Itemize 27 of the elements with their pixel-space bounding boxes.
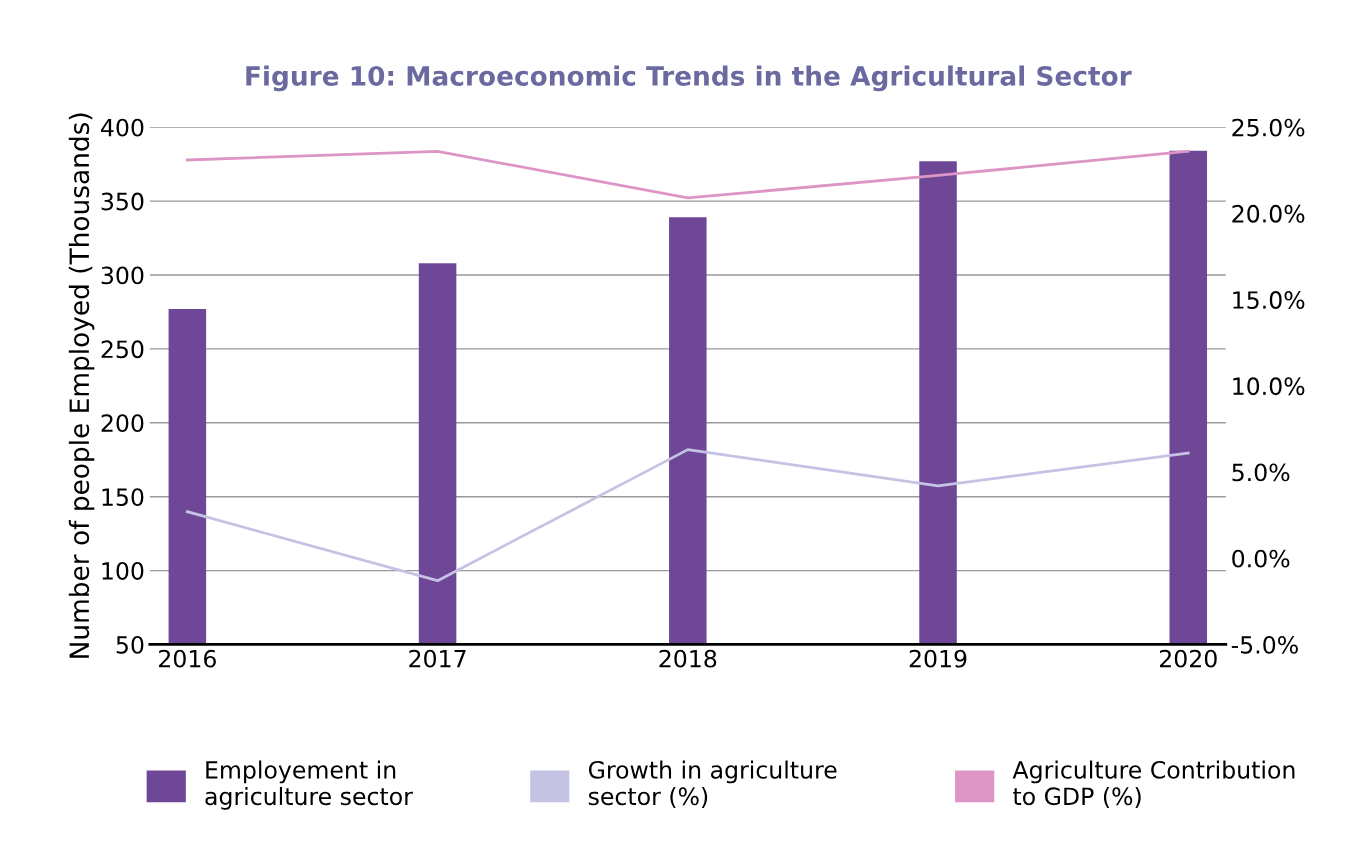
x-tick-label: 2020 — [1159, 649, 1217, 668]
y-tick-label: 150 — [102, 488, 144, 506]
y2-tick-label: 15.0% — [1233, 291, 1305, 309]
chart-title: Figure 10: Macroeconomic Trends in the Agricultural Sector — [246, 65, 1132, 92]
y2-tick-label: -5.0% — [1231, 635, 1298, 654]
y-tick-label: 100 — [102, 562, 144, 580]
y-tick-label: 50 — [116, 635, 144, 654]
x-tick-label: 2018 — [659, 649, 717, 668]
x-tick-label: 2017 — [409, 649, 466, 668]
line-series — [185, 149, 1190, 200]
y2-tick-label: 0.0% — [1232, 549, 1290, 568]
x-tick-label: 2016 — [159, 649, 216, 668]
y-tick-label: 250 — [101, 340, 144, 359]
y2-tick-label: 10.0% — [1233, 377, 1305, 396]
y2-tick-label: 5.0% — [1232, 463, 1290, 482]
legend-label: Employement in agriculture sector — [205, 760, 413, 810]
legend-label: Agriculture Contribution to GDP (%) — [1012, 760, 1295, 808]
y-axis-title: Number of people Employed (Thousands) — [68, 113, 95, 658]
y-tick-label: 300 — [101, 266, 144, 285]
y2-tick-label: 20.0% — [1232, 204, 1305, 223]
x-tick-label: 2019 — [909, 649, 967, 668]
line-series — [185, 448, 1190, 583]
legend-label: Growth in agriculture sector (%) — [588, 760, 837, 808]
y-tick-label: 350 — [101, 192, 144, 211]
y-tick-label: 400 — [101, 118, 144, 137]
y-tick-label: 200 — [101, 414, 144, 433]
y2-tick-label: 25.0% — [1232, 118, 1305, 137]
